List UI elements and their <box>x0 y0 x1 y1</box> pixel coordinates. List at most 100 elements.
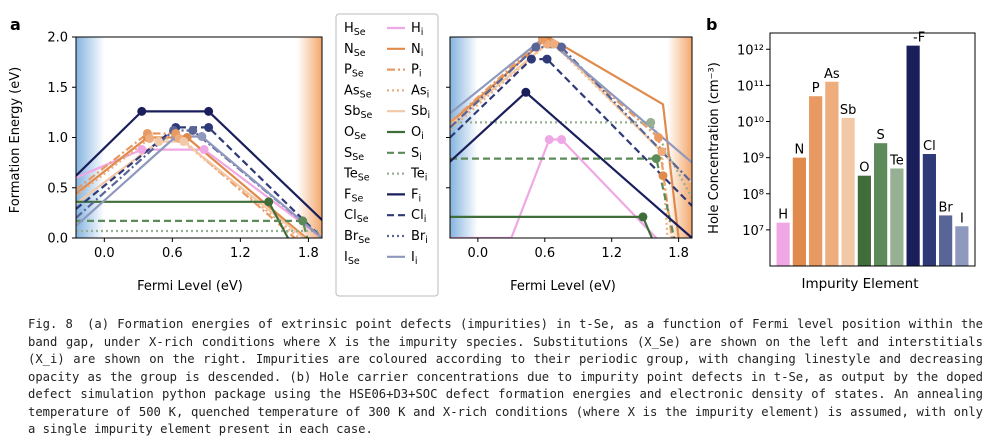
legend-subscript: Se <box>348 256 360 267</box>
y-tick-label: 1.0 <box>47 131 68 146</box>
x-axis-label-right: Fermi Level (eV) <box>510 279 616 294</box>
legend-label: Fi <box>411 187 421 204</box>
bar-S <box>874 143 888 266</box>
x-tick-label: 1.2 <box>230 246 251 261</box>
figure-caption: Fig. 8 (a) Formation energies of extrins… <box>28 316 983 439</box>
transition-marker-Sb <box>179 137 189 147</box>
bar-label-S: S <box>876 128 884 143</box>
bar-P <box>809 96 823 266</box>
x-tick-label: 1.8 <box>298 246 319 261</box>
line-Cl_i <box>450 57 692 207</box>
legend-subscript: Se <box>358 173 370 184</box>
transition-marker-F <box>204 106 214 116</box>
bar-label-I: I <box>960 211 964 226</box>
bar-N <box>792 157 806 266</box>
panel-a-label: a <box>10 15 21 34</box>
x-axis-label-b: Impurity Element <box>801 276 918 292</box>
legend-subscript: Se <box>354 131 366 142</box>
legend: HSeNSePSeAsSeSbSeOSeSSeTeSeFSeClSeBrSeIS… <box>343 21 430 267</box>
y-tick-label-b: 10⁹ <box>742 152 764 167</box>
conduction-band-shading <box>667 37 692 238</box>
legend-subscript: Se <box>354 48 366 59</box>
figure-canvas: a b 0.0 0.6 1.2 1.8 0.0 0.5 1.0 1.5 2.0 0.0 0.6 1.… <box>8 13 976 297</box>
bar-Sb <box>841 117 855 266</box>
transition-marker-N <box>658 171 668 181</box>
legend-item-F-int: Fi <box>387 187 421 204</box>
line-S_i <box>450 157 676 238</box>
legend-item-O-int: Oi <box>387 125 424 142</box>
y-tick-label: 2.0 <box>47 31 68 46</box>
legend-subscript: i <box>419 69 422 80</box>
legend-subscript: Se <box>352 69 364 80</box>
panel-b-label: b <box>706 15 717 34</box>
legend-subscript: i <box>418 193 421 204</box>
legend-subscript: Se <box>360 89 372 100</box>
legend-subscript: i <box>427 89 430 100</box>
legend-label: Ii <box>411 250 417 267</box>
hole-concentration-bar-chart: H N P As Sb O S Te -F Cl Br I 10⁷ 10⁸ 10⁹ 10¹⁰ 10¹¹ 10¹² <box>737 31 976 267</box>
legend-subscript: Se <box>351 193 363 204</box>
transition-marker-O <box>638 212 648 222</box>
legend-subscript: i <box>419 152 422 163</box>
transition-marker-S <box>298 216 308 226</box>
valence-band-shading <box>450 37 478 238</box>
bar-label-Cl: Cl <box>923 139 936 154</box>
plot-area <box>450 37 692 238</box>
legend-subscript: i <box>428 110 431 121</box>
bar-label-F: -F <box>913 31 925 46</box>
bar-Te <box>890 168 904 266</box>
legend-label: Sbi <box>411 104 430 121</box>
caption-text: (a) Formation energies of extrinsic poin… <box>28 317 984 436</box>
legend-label: Ni <box>411 42 423 59</box>
transition-marker-Cl <box>542 54 552 64</box>
legend-subscript: i <box>425 235 428 246</box>
transition-marker-P <box>538 37 548 44</box>
legend-subscript: Se <box>361 110 373 121</box>
legend-label: Bri <box>411 229 428 246</box>
legend-subscript: Se <box>352 152 364 163</box>
transition-marker-H <box>199 145 209 155</box>
valence-band-shading <box>76 37 105 238</box>
transition-marker-Br <box>531 42 541 52</box>
y-tick-label-b: 10¹⁰ <box>737 116 764 131</box>
legend-item-Br-int: Bri <box>387 229 428 246</box>
bar-H <box>776 222 790 266</box>
bar-F <box>906 45 920 267</box>
line-O_i <box>450 215 653 238</box>
legend-subscript: Se <box>357 214 369 225</box>
legend-subscript: i <box>415 256 418 267</box>
caption-label: Fig. 8 <box>28 317 73 331</box>
bar-label-P: P <box>812 81 820 96</box>
line-H_Se <box>76 148 322 238</box>
transition-marker-H <box>544 135 554 145</box>
line-I_i <box>450 37 692 164</box>
conduction-band-shading <box>297 37 322 238</box>
bar-I <box>955 226 969 266</box>
legend-label: Oi <box>411 125 424 142</box>
bar-label-O: O <box>859 161 869 176</box>
legend-subscript: Se <box>354 27 366 38</box>
bar-label-As: As <box>824 67 840 82</box>
bar-label-N: N <box>795 143 805 158</box>
line-Sb_i <box>450 38 692 184</box>
transition-marker-Cl <box>526 54 536 64</box>
x-tick-label: 1.2 <box>601 246 622 261</box>
interstitial-plot: 0.0 0.6 1.2 1.8 <box>446 36 693 261</box>
bar-label-Br: Br <box>938 200 953 215</box>
legend-item-S-int: Si <box>387 146 422 163</box>
bar-Cl <box>922 154 936 266</box>
legend-item-Te-int: Tei <box>387 167 427 184</box>
legend-box <box>335 13 439 297</box>
line-F_Se <box>76 110 322 221</box>
substitution-plot: 0.0 0.6 1.2 1.8 0.0 0.5 1.0 1.5 2.0 <box>47 31 323 261</box>
y-tick-label-b: 10¹¹ <box>737 79 764 94</box>
legend-item-N-int: Ni <box>387 42 423 59</box>
transition-marker-Br <box>188 125 198 135</box>
transition-marker-P <box>654 133 664 142</box>
line-As_Se <box>76 137 301 238</box>
y-axis-label-a: Formation Energy (eV) <box>8 67 23 213</box>
bar-label-H: H <box>778 208 788 223</box>
transition-marker-S <box>651 154 661 164</box>
x-axis-label-left: Fermi Level (eV) <box>137 279 243 294</box>
transition-marker-Te <box>646 117 656 127</box>
